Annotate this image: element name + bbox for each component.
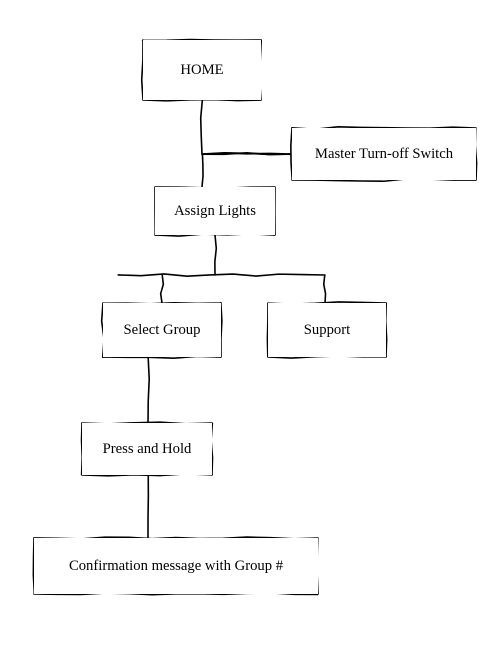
edge [201,100,203,154]
edge [202,153,292,154]
node-confirm: Confirmation message with Group # [34,538,318,594]
node-label-confirm: Confirmation message with Group # [69,558,283,575]
node-label-select: Select Group [124,322,201,339]
edge [118,274,325,276]
edge [215,235,216,275]
node-label-home: HOME [180,62,223,79]
flowchart-stage: HOME Master Turn-off Switch Assign Lights S… [0,0,500,650]
node-home: HOME [143,40,261,100]
node-label-support: Support [304,322,350,339]
node-master: Master Turn-off Switch [292,128,476,180]
edge [161,275,164,303]
node-press: Press and Hold [82,423,212,475]
edge [324,275,326,303]
node-label-press: Press and Hold [103,441,192,458]
node-select: Select Group [103,303,221,357]
node-support: Support [268,303,386,357]
edge [148,357,149,423]
node-label-master: Master Turn-off Switch [315,146,453,163]
edge [202,154,203,187]
edge [202,153,292,155]
node-assign: Assign Lights [155,187,275,235]
edge [202,153,292,155]
node-label-assign: Assign Lights [174,203,256,220]
